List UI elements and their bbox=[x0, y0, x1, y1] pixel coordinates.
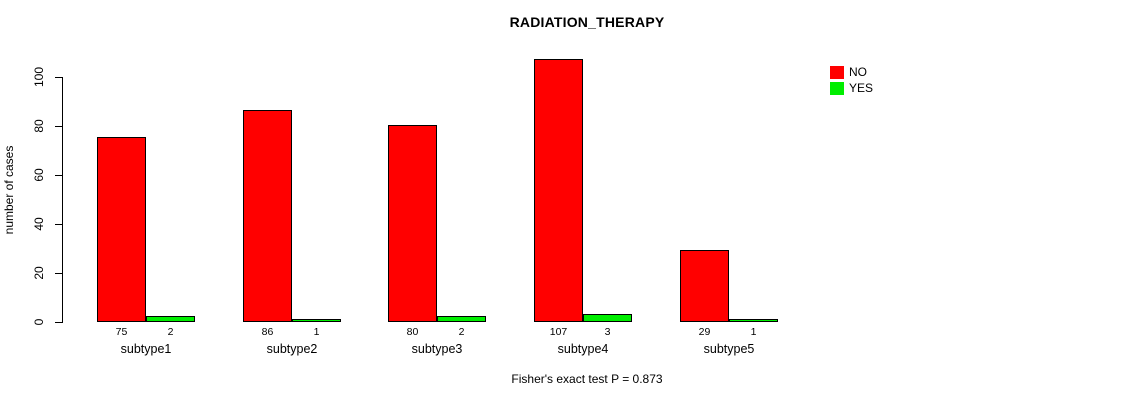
y-axis-tick bbox=[55, 175, 62, 176]
x-tick-label-subtype1: subtype1 bbox=[120, 342, 172, 356]
y-tick-label: 60 bbox=[32, 168, 46, 182]
bar-value-label: 29 bbox=[698, 326, 711, 338]
y-tick-label: 20 bbox=[32, 266, 46, 280]
legend-label-yes: YES bbox=[849, 81, 874, 95]
bar-value-label: 2 bbox=[167, 326, 174, 338]
bar-yes-subtype3 bbox=[437, 316, 486, 322]
y-axis-tick bbox=[55, 273, 62, 274]
bar-value-label: 3 bbox=[604, 326, 611, 338]
legend-swatch-no bbox=[830, 65, 844, 79]
bar-yes-subtype2 bbox=[292, 319, 341, 322]
bar-yes-subtype4 bbox=[583, 314, 632, 322]
bar-value-label: 2 bbox=[458, 326, 465, 338]
bar-no-subtype4 bbox=[534, 59, 583, 322]
bar-no-subtype1 bbox=[97, 137, 146, 322]
y-tick-label: 0 bbox=[32, 318, 46, 326]
x-tick-label-subtype5: subtype5 bbox=[703, 342, 755, 356]
bar-value-label: 107 bbox=[549, 326, 568, 338]
legend-swatch-yes bbox=[830, 81, 844, 95]
footnote: Fisher's exact test P = 0.873 bbox=[511, 372, 663, 386]
y-axis-tick bbox=[55, 126, 62, 127]
legend: NO YES bbox=[830, 64, 873, 96]
bar-value-label: 75 bbox=[115, 326, 128, 338]
bar-no-subtype5 bbox=[680, 250, 729, 322]
x-tick-label-subtype3: subtype3 bbox=[411, 342, 463, 356]
y-axis-tick bbox=[55, 77, 62, 78]
legend-label-no: NO bbox=[849, 65, 867, 79]
bar-no-subtype3 bbox=[388, 125, 437, 322]
legend-item-no: NO bbox=[830, 64, 873, 80]
y-axis-line bbox=[62, 77, 63, 323]
legend-item-yes: YES bbox=[830, 80, 873, 96]
x-tick-label-subtype2: subtype2 bbox=[266, 342, 318, 356]
bar-yes-subtype1 bbox=[146, 316, 195, 322]
bar-no-subtype2 bbox=[243, 110, 292, 322]
y-tick-label: 80 bbox=[32, 119, 46, 133]
y-axis-tick bbox=[55, 224, 62, 225]
y-tick-label: 40 bbox=[32, 217, 46, 231]
x-tick-label-subtype4: subtype4 bbox=[557, 342, 609, 356]
bar-value-label: 1 bbox=[750, 326, 757, 338]
chart-title: RADIATION_THERAPY bbox=[509, 14, 665, 30]
bar-value-label: 1 bbox=[313, 326, 320, 338]
y-axis-tick bbox=[55, 322, 62, 323]
bar-value-label: 80 bbox=[406, 326, 419, 338]
bar-yes-subtype5 bbox=[729, 319, 778, 322]
bar-value-label: 86 bbox=[261, 326, 274, 338]
y-tick-label: 100 bbox=[32, 66, 46, 88]
